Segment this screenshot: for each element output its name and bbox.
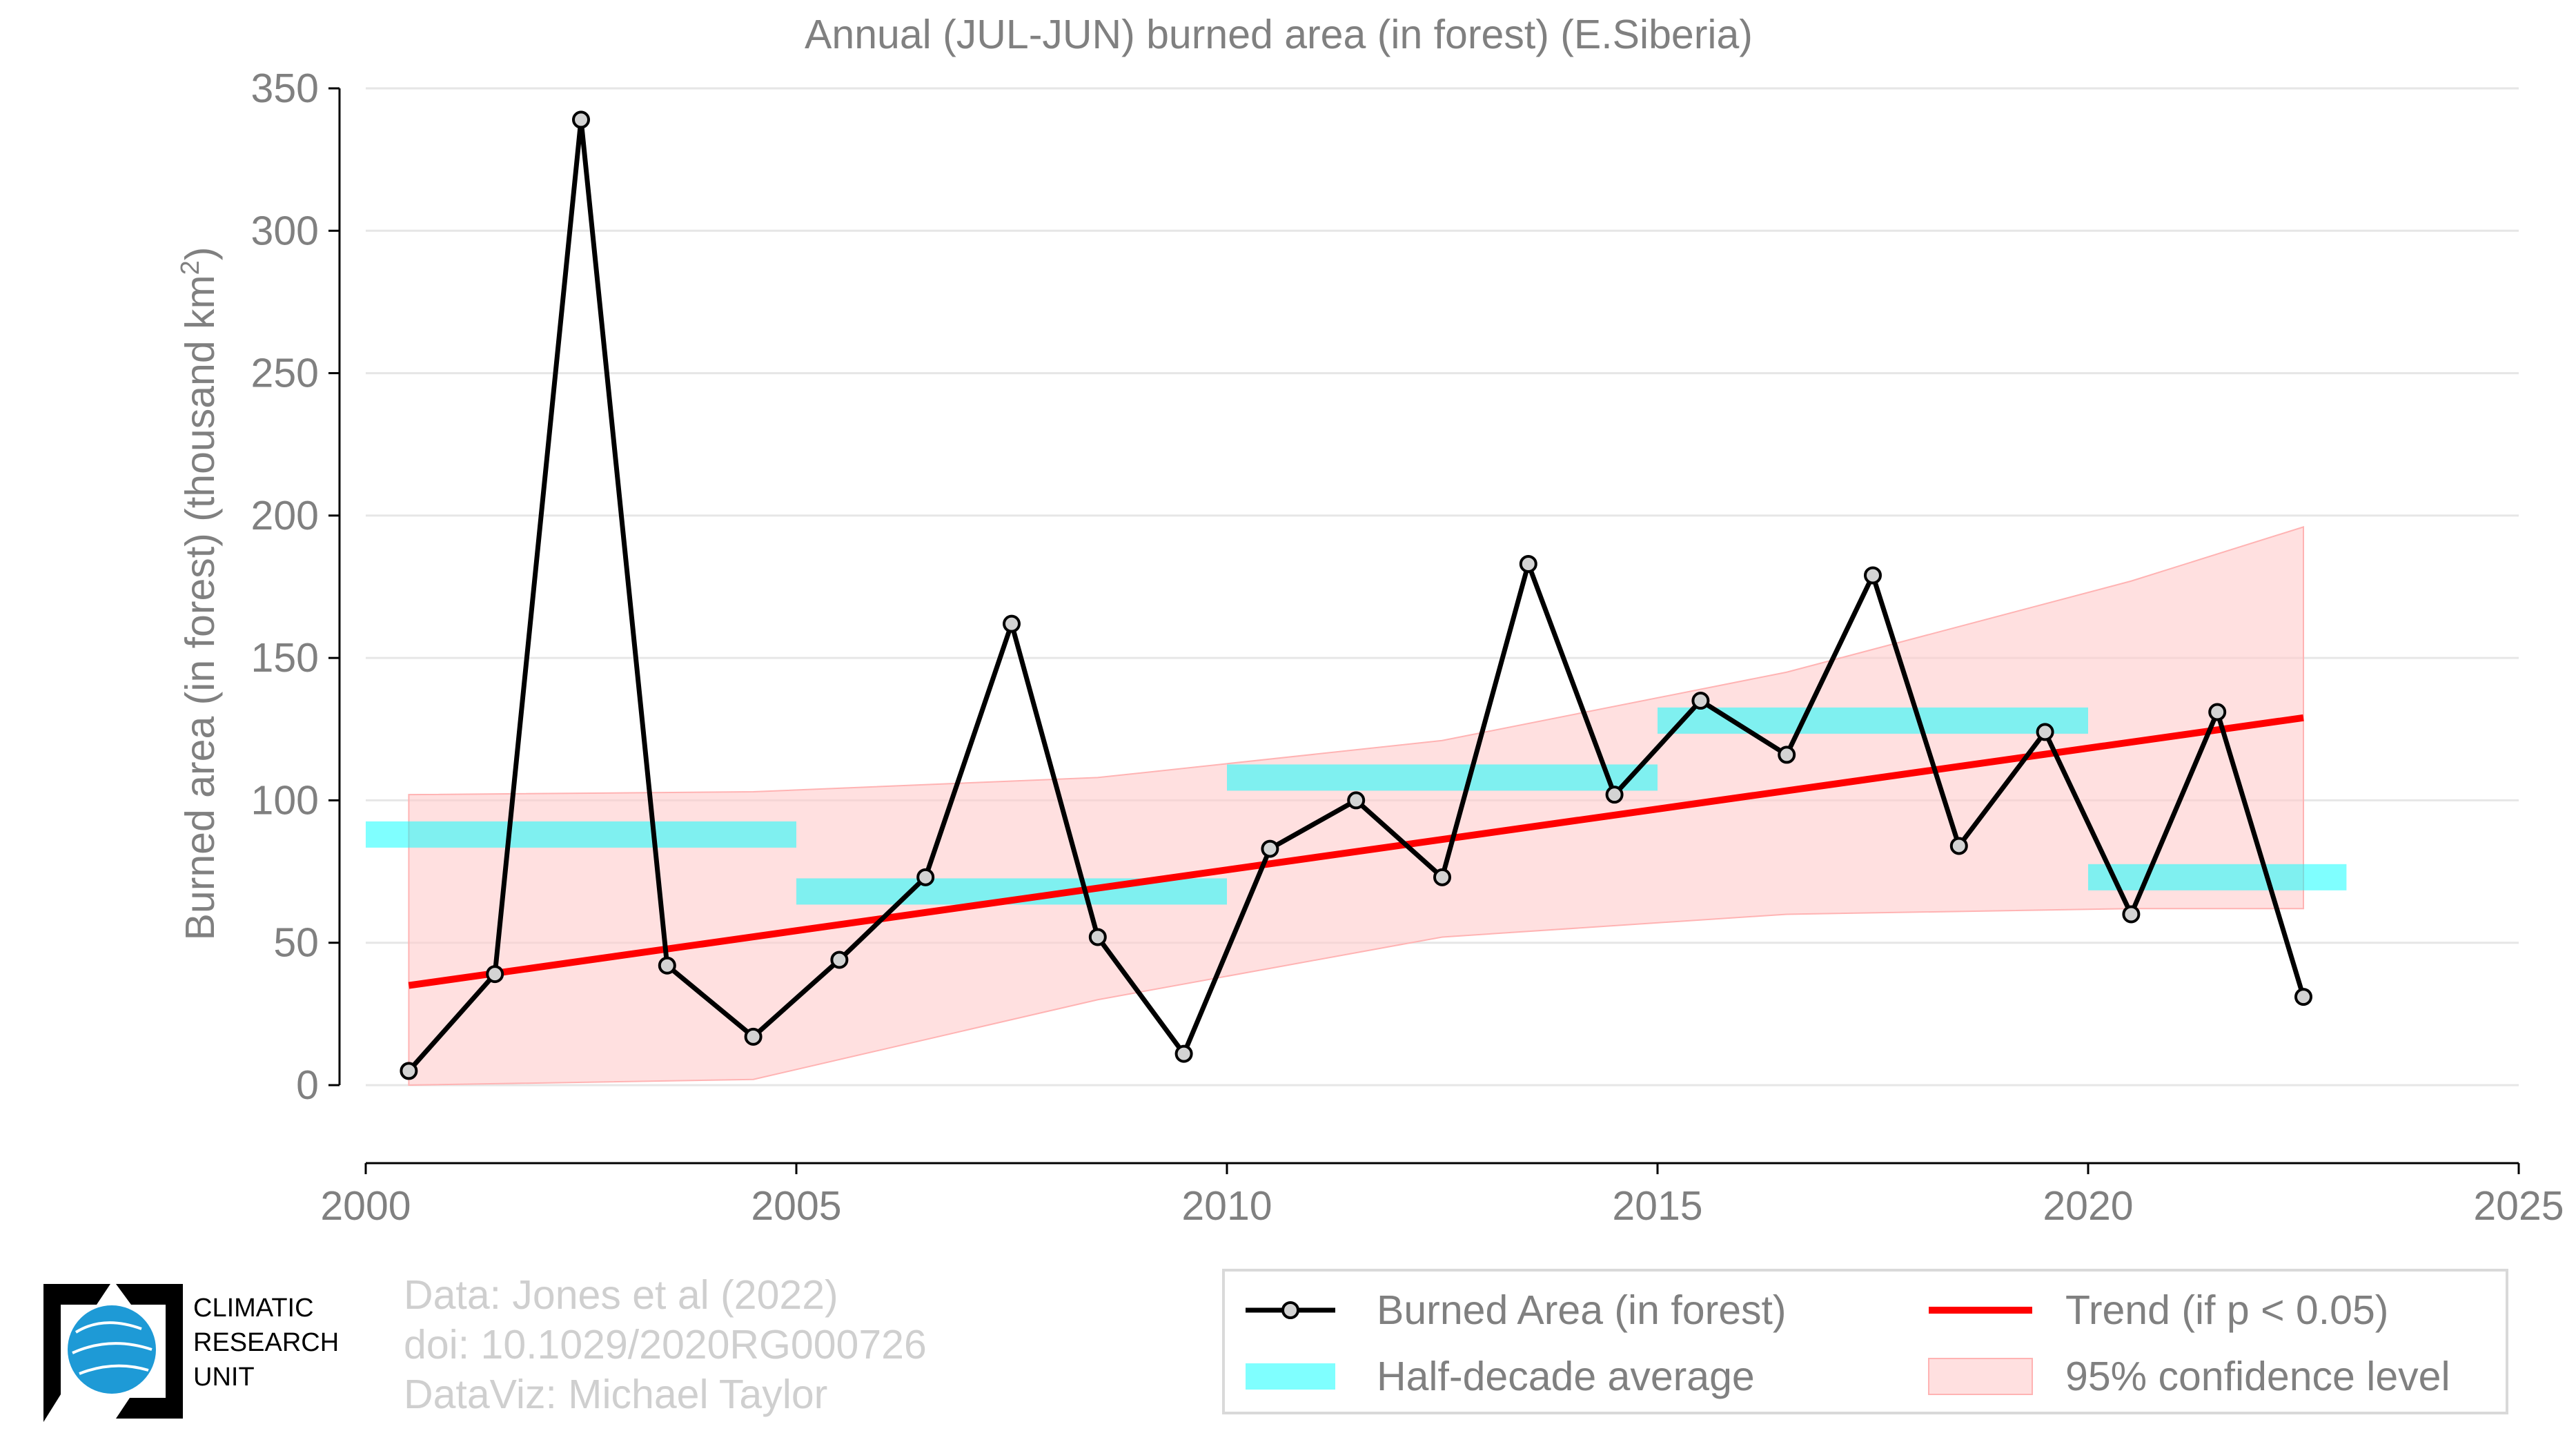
data-point bbox=[572, 110, 590, 129]
data-point bbox=[1949, 837, 1968, 855]
logo-bracket-left bbox=[43, 1284, 110, 1422]
data-point bbox=[2208, 703, 2227, 721]
axes bbox=[328, 87, 2520, 1174]
y-tick-label: 300 bbox=[251, 208, 319, 253]
legend-label-burned: Burned Area (in forest) bbox=[1377, 1287, 1787, 1333]
data-point bbox=[2036, 723, 2054, 741]
x-tick-label: 2000 bbox=[320, 1183, 411, 1229]
credit-data: Data: Jones et al (2022) bbox=[404, 1272, 838, 1318]
legend-swatch-burned-marker bbox=[1281, 1301, 1299, 1319]
data-point bbox=[1691, 692, 1710, 710]
credit-dataviz: DataViz: Michael Taylor bbox=[404, 1372, 828, 1417]
x-tick-label: 2020 bbox=[2043, 1183, 2133, 1229]
x-tick-label: 2015 bbox=[1612, 1183, 1702, 1229]
y-tick-label: 100 bbox=[251, 777, 319, 823]
data-point bbox=[1778, 746, 1796, 764]
data-point bbox=[1261, 839, 1279, 858]
cru-logo bbox=[43, 1284, 183, 1422]
data-point bbox=[1864, 566, 1882, 585]
trend-line bbox=[408, 714, 2304, 989]
x-tick-label: 2010 bbox=[1181, 1183, 1272, 1229]
y-tick-label: 50 bbox=[273, 920, 319, 966]
half-decade-bar bbox=[2088, 864, 2347, 890]
data-point bbox=[830, 951, 849, 969]
credit-doi: doi: 10.1029/2020RG000726 bbox=[404, 1322, 927, 1367]
legend-label-ci: 95% confidence level bbox=[2065, 1354, 2450, 1399]
y-axis-label-close: ) bbox=[177, 247, 223, 261]
y-tick-label: 250 bbox=[251, 351, 319, 396]
half-decade-bar bbox=[1227, 764, 1658, 791]
data-point bbox=[1347, 791, 1366, 810]
logo-text: CLIMATIC RESEARCH UNIT bbox=[193, 1291, 339, 1394]
data-point bbox=[1174, 1044, 1193, 1063]
legend-swatch-halfdecade bbox=[1246, 1363, 1335, 1390]
x-tick-label: 2005 bbox=[751, 1183, 841, 1229]
data-point bbox=[658, 956, 676, 975]
data-point bbox=[486, 965, 504, 984]
data-point bbox=[1088, 928, 1107, 946]
legend-box bbox=[1222, 1269, 2508, 1414]
y-tick-labels: 0 50 100 150 200 250 300 350 bbox=[251, 66, 319, 1108]
half-decade-bar bbox=[366, 821, 796, 848]
data-point bbox=[744, 1027, 763, 1046]
legend-swatch-ci bbox=[1928, 1358, 2033, 1395]
data-point bbox=[1003, 614, 1021, 633]
logo-line2: RESEARCH bbox=[193, 1328, 340, 1357]
data-point bbox=[400, 1062, 418, 1080]
data-point bbox=[2294, 988, 2312, 1006]
data-point bbox=[1605, 786, 1624, 804]
logo-line3: UNIT bbox=[193, 1363, 255, 1392]
trend-line-segment bbox=[408, 714, 2304, 989]
logo-bracket-right bbox=[116, 1284, 183, 1419]
logo-line1: CLIMATIC bbox=[193, 1294, 314, 1323]
y-tick-label: 350 bbox=[251, 66, 319, 111]
data-point bbox=[1433, 868, 1451, 886]
y-axis-label: Burned area (in forest) (thousand km2) bbox=[176, 247, 223, 941]
half-decade-bars bbox=[366, 707, 2347, 905]
data-point bbox=[916, 868, 935, 886]
chart-title: Annual (JUL-JUN) burned area (in forest)… bbox=[805, 12, 1753, 57]
data-point bbox=[1519, 554, 1537, 573]
x-tick-label: 2025 bbox=[2473, 1183, 2564, 1229]
legend-label-halfdecade: Half-decade average bbox=[1377, 1354, 1755, 1399]
data-point bbox=[2122, 905, 2141, 924]
legend: Burned Area (in forest) Half-decade aver… bbox=[1222, 1269, 2508, 1414]
y-tick-label: 150 bbox=[251, 635, 319, 681]
y-tick-label: 0 bbox=[296, 1062, 319, 1108]
credits: Data: Jones et al (2022) doi: 10.1029/20… bbox=[404, 1270, 927, 1419]
globe-contour-icon bbox=[72, 1321, 153, 1375]
x-tick-labels: 2000 2005 2010 2015 2020 2025 bbox=[320, 1183, 2564, 1229]
burned-area-series bbox=[400, 110, 2312, 1080]
y-tick-label: 200 bbox=[251, 493, 319, 538]
y-axis-label-superscript: 2 bbox=[176, 260, 205, 275]
legend-label-trend: Trend (if p < 0.05) bbox=[2065, 1287, 2388, 1333]
